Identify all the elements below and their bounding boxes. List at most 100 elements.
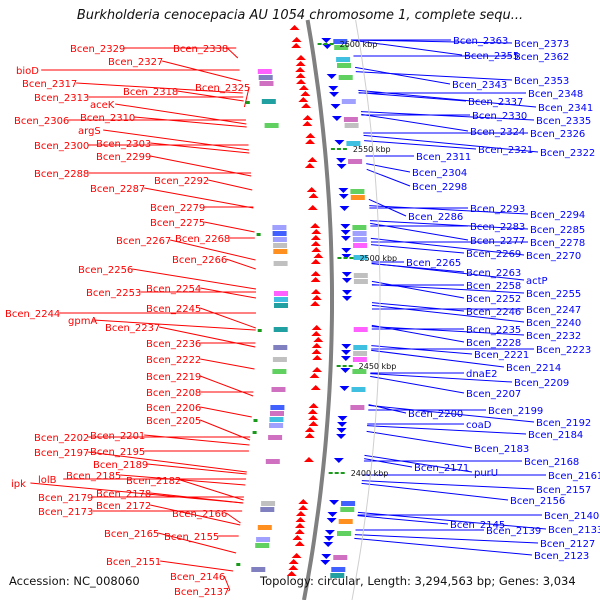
right-gene-label[interactable]: Bcen_2168 [524,457,579,468]
left-gene-label[interactable]: Bcen_2279 [150,203,205,214]
left-gene-label[interactable]: Bcen_2165 [104,529,159,540]
right-gene-label[interactable]: Bcen_2246 [466,307,521,318]
right-gene-label[interactable]: Bcen_2286 [408,212,463,223]
left-gene-label[interactable]: Bcen_2254 [146,284,201,295]
left-gene-label[interactable]: Bcen_2325 [195,83,250,94]
right-gene-label[interactable]: Bcen_2265 [406,258,461,269]
left-gene-label[interactable]: Bcen_2172 [96,501,151,512]
right-gene-label[interactable]: dnaE2 [466,369,498,380]
left-gene-label[interactable]: Bcen_2197 [34,448,89,459]
left-gene-label[interactable]: Bcen_2195 [90,447,145,458]
left-gene-label[interactable]: Bcen_2268 [175,234,230,245]
right-gene-label[interactable]: Bcen_2283 [470,222,525,233]
right-gene-label[interactable]: Bcen_2123 [534,551,589,562]
right-gene-label[interactable]: Bcen_2157 [536,485,591,496]
right-gene-label[interactable]: Bcen_2269 [466,249,521,260]
left-gene-label[interactable]: Bcen_2288 [34,169,89,180]
left-gene-label[interactable]: Bcen_2267 [116,236,171,247]
right-gene-label[interactable]: Bcen_2139 [486,526,541,537]
right-gene-label[interactable]: Bcen_2156 [510,496,565,507]
right-gene-label[interactable]: Bcen_2127 [540,539,595,550]
left-gene-label[interactable]: argS [78,126,101,137]
left-gene-label[interactable]: Bcen_2329 [70,44,125,55]
right-gene-label[interactable]: Bcen_2355 [464,51,519,62]
left-gene-label[interactable]: Bcen_2206 [146,403,201,414]
right-gene-label[interactable]: Bcen_2337 [468,97,523,108]
right-gene-label[interactable]: Bcen_2140 [544,511,599,522]
right-gene-label[interactable]: Bcen_2133 [548,525,600,536]
left-gene-label[interactable]: Bcen_2327 [108,57,163,68]
right-gene-label[interactable]: Bcen_2228 [466,338,521,349]
left-gene-label[interactable]: lolB [38,475,57,486]
left-gene-label[interactable]: Bcen_2256 [78,265,133,276]
left-gene-label[interactable]: Bcen_2318 [123,87,178,98]
left-gene-label[interactable]: Bcen_2173 [38,507,93,518]
left-gene-label[interactable]: Bcen_2275 [150,218,205,229]
right-gene-label[interactable]: Bcen_2321 [478,145,533,156]
left-gene-label[interactable]: Bcen_2299 [96,152,151,163]
left-gene-label[interactable]: Bcen_2205 [146,416,201,427]
right-gene-label[interactable]: Bcen_2298 [412,182,467,193]
left-gene-label[interactable]: Bcen_2189 [93,460,148,471]
left-gene-label[interactable]: Bcen_2317 [22,79,77,90]
left-gene-label[interactable]: Bcen_2338 [173,44,228,55]
right-gene-label[interactable]: Bcen_2348 [528,89,583,100]
right-gene-label[interactable]: Bcen_2363 [453,36,508,47]
left-gene-label[interactable]: gpmA [68,316,97,327]
left-gene-label[interactable]: Bcen_2137 [174,587,229,598]
right-gene-label[interactable]: Bcen_2184 [528,430,583,441]
right-gene-label[interactable]: Bcen_2235 [466,325,521,336]
left-gene-label[interactable]: Bcen_2306 [14,116,69,127]
right-gene-label[interactable]: Bcen_2270 [526,251,581,262]
right-gene-label[interactable]: Bcen_2285 [530,225,585,236]
right-gene-label[interactable]: Bcen_2223 [536,345,591,356]
left-gene-label[interactable]: Bcen_2300 [34,141,89,152]
left-gene-label[interactable]: Bcen_2219 [146,372,201,383]
right-gene-label[interactable]: Bcen_2207 [466,389,521,400]
left-gene-label[interactable]: Bcen_2155 [164,532,219,543]
right-gene-label[interactable]: Bcen_2362 [514,52,569,63]
right-gene-label[interactable]: coaD [466,420,492,431]
right-gene-label[interactable]: Bcen_2183 [474,444,529,455]
left-gene-label[interactable]: Bcen_2179 [38,493,93,504]
right-gene-label[interactable]: Bcen_2373 [514,39,569,50]
right-gene-label[interactable]: Bcen_2240 [526,318,581,329]
left-gene-label[interactable]: Bcen_2303 [96,139,151,150]
left-gene-label[interactable]: Bcen_2222 [146,355,201,366]
right-gene-label[interactable]: Bcen_2171 [414,463,469,474]
right-gene-label[interactable]: Bcen_2324 [470,127,525,138]
right-gene-label[interactable]: Bcen_2311 [416,152,471,163]
left-gene-label[interactable]: Bcen_2208 [146,388,201,399]
left-gene-label[interactable]: Bcen_2245 [146,304,201,315]
right-gene-label[interactable]: Bcen_2200 [408,409,463,420]
right-gene-label[interactable]: Bcen_2343 [452,80,507,91]
left-gene-label[interactable]: Bcen_2292 [154,176,209,187]
left-gene-label[interactable]: Bcen_2237 [105,323,160,334]
left-gene-label[interactable]: Bcen_2266 [172,255,227,266]
left-gene-label[interactable]: Bcen_2310 [80,113,135,124]
right-gene-label[interactable]: Bcen_2304 [412,168,467,179]
left-gene-label[interactable]: ipk [11,479,26,490]
left-gene-label[interactable]: Bcen_2244 [5,309,60,320]
right-gene-label[interactable]: Bcen_2192 [536,418,591,429]
right-gene-label[interactable]: Bcen_2232 [526,331,581,342]
right-gene-label[interactable]: Bcen_2326 [530,129,585,140]
left-gene-label[interactable]: aceK [90,100,115,111]
right-gene-label[interactable]: Bcen_2353 [514,76,569,87]
right-gene-label[interactable]: Bcen_2258 [466,281,521,292]
right-gene-label[interactable]: Bcen_2293 [470,204,525,215]
right-gene-label[interactable]: Bcen_2330 [472,111,527,122]
left-gene-label[interactable]: Bcen_2201 [90,431,145,442]
right-gene-label[interactable]: Bcen_2214 [506,363,561,374]
right-gene-label[interactable]: Bcen_2161 [548,471,600,482]
right-gene-label[interactable]: Bcen_2277 [470,236,525,247]
right-gene-label[interactable]: Bcen_2252 [466,294,521,305]
left-gene-label[interactable]: Bcen_2151 [106,557,161,568]
left-gene-label[interactable]: Bcen_2178 [96,489,151,500]
right-gene-label[interactable]: Bcen_2341 [538,103,593,114]
left-gene-label[interactable]: bioD [16,66,39,77]
left-gene-label[interactable]: Bcen_2185 [66,471,121,482]
right-gene-label[interactable]: Bcen_2145 [450,520,505,531]
right-gene-label[interactable]: Bcen_2221 [474,350,529,361]
left-gene-label[interactable]: Bcen_2236 [146,339,201,350]
